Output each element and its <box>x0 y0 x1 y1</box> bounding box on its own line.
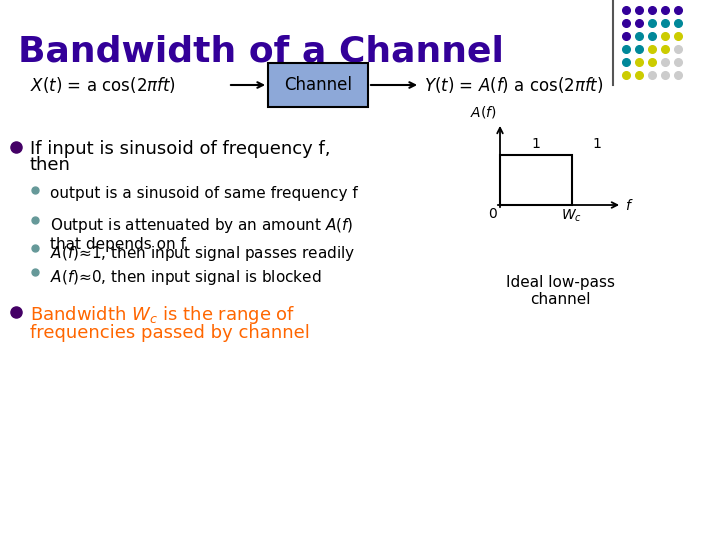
Text: 0: 0 <box>488 207 497 221</box>
Text: $Y(t)$ = $A(f)$ a cos(2$\pi$$ft$): $Y(t)$ = $A(f)$ a cos(2$\pi$$ft$) <box>424 75 603 95</box>
Text: output is a sinusoid of same frequency f: output is a sinusoid of same frequency f <box>50 186 358 201</box>
Text: Output is attenuated by an amount $A(f)$
that depends on f: Output is attenuated by an amount $A(f)$… <box>50 216 354 252</box>
Text: frequencies passed by channel: frequencies passed by channel <box>30 324 310 342</box>
Text: 1: 1 <box>531 137 540 151</box>
Text: $A(f)$≈1, then input signal passes readily: $A(f)$≈1, then input signal passes readi… <box>50 244 355 263</box>
Text: $X(t)$ = a cos(2$\pi$$ft$): $X(t)$ = a cos(2$\pi$$ft$) <box>30 75 176 95</box>
Bar <box>500 154 572 205</box>
Text: Bandwidth of a Channel: Bandwidth of a Channel <box>18 34 504 68</box>
Text: If input is sinusoid of frequency f,: If input is sinusoid of frequency f, <box>30 140 330 158</box>
Text: 1: 1 <box>593 137 602 151</box>
Text: $A(f)$: $A(f)$ <box>470 104 497 120</box>
Text: then: then <box>30 156 71 174</box>
Text: Ideal low-pass
channel: Ideal low-pass channel <box>505 275 614 307</box>
Text: Channel: Channel <box>284 76 352 94</box>
Text: $f$: $f$ <box>625 198 634 213</box>
Text: $A(f)$≈0, then input signal is blocked: $A(f)$≈0, then input signal is blocked <box>50 268 322 287</box>
Bar <box>268 63 368 107</box>
Text: $W_c$: $W_c$ <box>561 208 582 225</box>
Text: Bandwidth $W_c$ is the range of: Bandwidth $W_c$ is the range of <box>30 304 295 326</box>
